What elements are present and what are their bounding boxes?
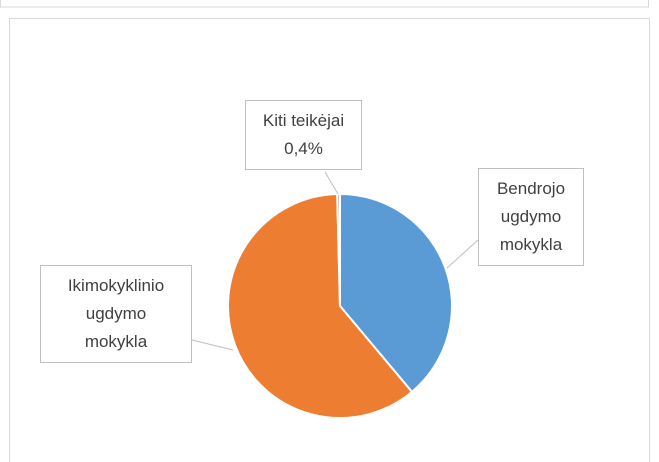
data-callout: Bendrojo ugdymo mokykla: [478, 168, 584, 266]
pie: [227, 192, 453, 419]
data-callout: Kiti teikėjai 0,4%: [245, 100, 362, 170]
data-callout: Ikimokyklinio ugdymo mokykla: [40, 265, 192, 363]
leader-line: [446, 239, 479, 269]
pie-slice: [227, 193, 414, 419]
leader-line: [191, 339, 234, 351]
value-label: 0,4%: [284, 139, 323, 158]
slice-label: Bendrojo ugdymo mokykla: [496, 179, 566, 254]
previous-chart-frame: [0, 0, 649, 8]
leader-line: [324, 171, 339, 195]
slice-label: Ikimokyklinio ugdymo mokykla: [67, 276, 165, 351]
slice-label: Kiti teikėjai: [262, 111, 345, 130]
pie-slice: [339, 192, 453, 394]
chart-frame: [9, 18, 650, 462]
pie-slice: [336, 192, 341, 307]
